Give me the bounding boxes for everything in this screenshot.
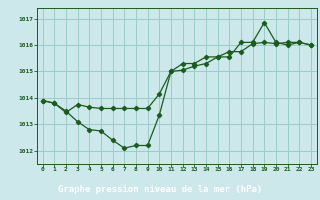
Text: Graphe pression niveau de la mer (hPa): Graphe pression niveau de la mer (hPa): [58, 185, 262, 194]
